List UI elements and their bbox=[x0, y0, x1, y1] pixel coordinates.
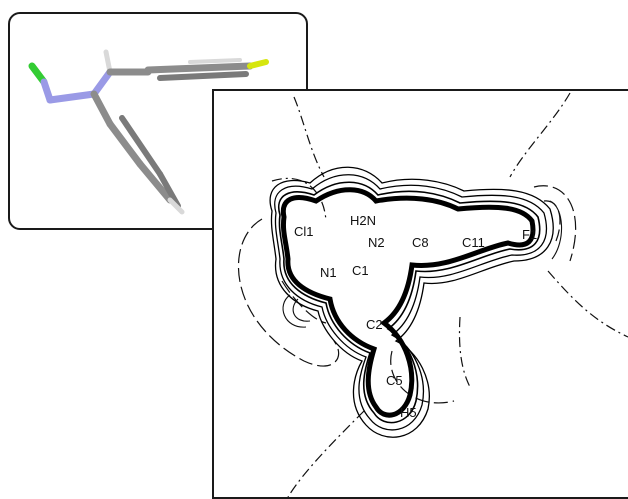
negative-contour-bottom bbox=[390, 350, 455, 404]
atom-label-c11: C11 bbox=[462, 235, 485, 250]
bond-c-f bbox=[247, 59, 269, 69]
density-envelope-3 bbox=[277, 181, 541, 424]
density-envelope-inner bbox=[280, 187, 536, 418]
contour-plot: Cl1 H2N N2 C8 C11 F1 N1 C1 C2 C5 H5 bbox=[237, 92, 628, 497]
atom-label-n2: N2 bbox=[368, 235, 385, 250]
atom-label-c2: C2 bbox=[366, 317, 383, 332]
bond-n-c bbox=[46, 90, 98, 104]
ring-lower-d bbox=[157, 171, 181, 209]
deformation-density-map: Cl1 H2N N2 C8 C11 F1 N1 C1 C2 C5 H5 bbox=[212, 89, 628, 499]
ring-lower-b bbox=[119, 115, 163, 177]
zero-contour-left-loop bbox=[271, 177, 327, 222]
molecule-stick-model bbox=[28, 49, 269, 215]
ring-upper-h bbox=[188, 58, 242, 64]
ring-lower-c bbox=[136, 160, 174, 204]
bond-c-ring-lower bbox=[90, 90, 114, 128]
atom-label-f1: F1 bbox=[522, 227, 537, 242]
atom-label-c8: C8 bbox=[412, 235, 429, 250]
ring-lower-a bbox=[106, 120, 144, 168]
zero-contour-right bbox=[547, 270, 628, 338]
atom-label-n1: N1 bbox=[320, 265, 337, 280]
density-envelope-outer bbox=[269, 166, 554, 438]
atom-label-cl1: Cl1 bbox=[294, 224, 314, 239]
ring-upper-b bbox=[157, 71, 249, 81]
lobe-cl-left-2 bbox=[292, 298, 311, 322]
density-envelope-2 bbox=[274, 174, 548, 431]
ring-upper-a bbox=[144, 62, 254, 74]
zero-contour-mid bbox=[458, 316, 471, 388]
atom-label-c1: C1 bbox=[352, 263, 369, 278]
atom-label-h2n: H2N bbox=[350, 213, 376, 228]
zero-contour-top-left bbox=[293, 96, 325, 178]
ring-lower-h bbox=[167, 197, 185, 215]
atom-label-c5: C5 bbox=[386, 373, 403, 388]
zero-contour-top-right bbox=[509, 92, 571, 178]
lobe-cl-left bbox=[282, 294, 307, 328]
negative-contour-left-inner bbox=[281, 280, 327, 324]
negative-contour-left bbox=[237, 218, 340, 367]
lobe-f-right bbox=[549, 200, 563, 260]
negative-contour-right bbox=[533, 185, 577, 262]
zero-contour-bottom-left bbox=[287, 410, 365, 497]
atom-label-h5: H5 bbox=[400, 405, 417, 420]
bond-c-n-upper bbox=[90, 68, 114, 98]
